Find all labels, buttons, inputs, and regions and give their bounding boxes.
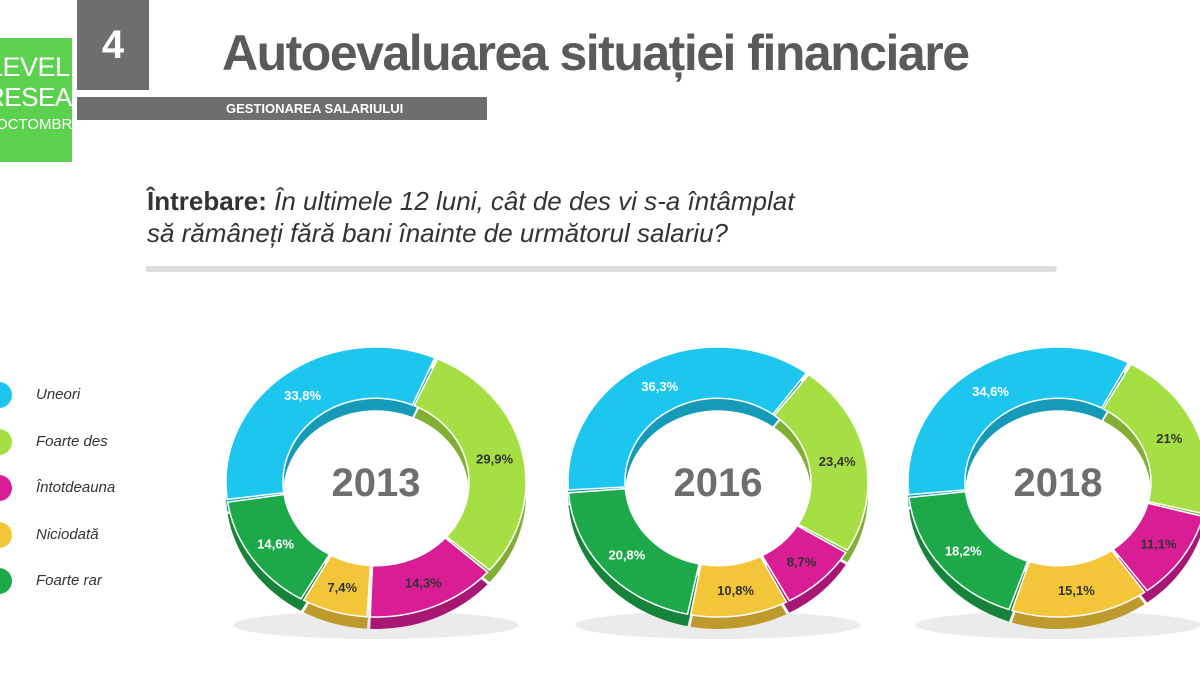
divider (145, 266, 1057, 272)
donut-slice-niciodat- (1010, 549, 1146, 618)
donut-chart-2013: 33,8% 29,9% 14,3% 7,4% 14,6% 2013 (225, 346, 527, 639)
legend-swatch (0, 475, 12, 501)
logo-text-line1: LEVEL (0, 52, 70, 82)
slice-value-label: 11,1% (1140, 536, 1177, 551)
donut-slice-foarte-rar (567, 487, 701, 616)
slice-value-label: 14,6% (257, 537, 294, 552)
donut-slice--ntotdeauna (1112, 502, 1200, 592)
slice-value-label: 33,8% (284, 388, 321, 403)
slice-value-label: 15,1% (1058, 583, 1095, 598)
survey-question: Întrebare: În ultimele 12 luni, cât de d… (147, 185, 794, 249)
question-text-line2: să rămâneți fără bani înainte de următor… (147, 218, 728, 248)
slice-value-label: 18,2% (945, 543, 982, 558)
legend-item: Niciodată (0, 518, 180, 565)
donut-chart-2018: 34,6% 21% 11,1% 15,1% 18,2% 2018 (907, 346, 1200, 639)
legend-swatch (0, 428, 12, 455)
slice-value-label: 20,8% (608, 547, 645, 562)
question-label: Întrebare: (147, 186, 267, 216)
year-label: 2018 (1014, 461, 1103, 505)
donut-slice-foarte-des (1102, 363, 1200, 514)
question-text-line1: În ultimele 12 luni, cât de des vi s-a î… (266, 186, 795, 216)
year-label: 2016 (674, 461, 763, 505)
legend-swatch (0, 568, 12, 594)
donut-slice-uneori (907, 346, 1130, 496)
page-title: Autoevaluarea situației financiare (222, 25, 970, 81)
legend-item: Foarte des (0, 425, 180, 472)
year-label: 2013 (332, 461, 421, 505)
logo-text-line2: RESEARCH (0, 82, 72, 112)
donut-slice-niciodat- (302, 554, 372, 618)
slice-value-label: 14,3% (405, 576, 442, 591)
donut-slice-niciodat- (689, 555, 788, 618)
donut-slice-uneori (225, 346, 436, 501)
logo-text-line3: OCTOMBRIE (0, 116, 72, 133)
legend-label: Uneori (36, 386, 81, 403)
brand-logo: LEVEL RESEARCH OCTOMBRIE (0, 38, 72, 162)
slice-value-label: 21% (1156, 431, 1182, 446)
donut-slice--ntotdeauna (369, 536, 489, 618)
slice-value-label: 8,7% (787, 554, 817, 569)
chart-legend: Uneori Foarte des Întotdeauna Niciodată Foar… (0, 378, 180, 611)
legend-item: Foarte rar (0, 564, 180, 611)
donut-chart-2016: 36,3% 23,4% 8,7% 10,8% 20,8% 2016 (567, 346, 869, 639)
slice-value-label: 23,4% (819, 454, 856, 469)
legend-label: Niciodată (36, 525, 99, 543)
donut-slice--ntotdeauna (761, 524, 847, 602)
legend-item: Întotdeauna (0, 471, 180, 518)
donut-slice-uneori (567, 346, 808, 491)
slice-value-label: 36,3% (641, 379, 678, 394)
donut-slice-foarte-des (413, 357, 527, 572)
donut-slice-foarte-rar (908, 490, 1029, 611)
legend-label: Foarte rar (36, 572, 102, 589)
legend-swatch (0, 521, 12, 548)
slice-value-label: 29,9% (476, 451, 513, 466)
legend-label: Întotdeauna (36, 479, 116, 496)
slice-value-label: 7,4% (327, 580, 357, 595)
section-subtitle: GESTIONAREA SALARIULUI (77, 97, 487, 120)
donut-slice-foarte-des (773, 373, 869, 552)
slide-number: 4 (77, 0, 149, 90)
donut-slice-foarte-rar (226, 493, 331, 600)
legend-label: Foarte des (36, 432, 108, 450)
legend-swatch (0, 382, 12, 408)
slice-value-label: 10,8% (717, 583, 754, 598)
question-line1: Întrebare: În ultimele 12 luni, cât de d… (147, 185, 794, 217)
slice-value-label: 34,6% (972, 384, 1009, 399)
legend-item: Uneori (0, 378, 180, 425)
